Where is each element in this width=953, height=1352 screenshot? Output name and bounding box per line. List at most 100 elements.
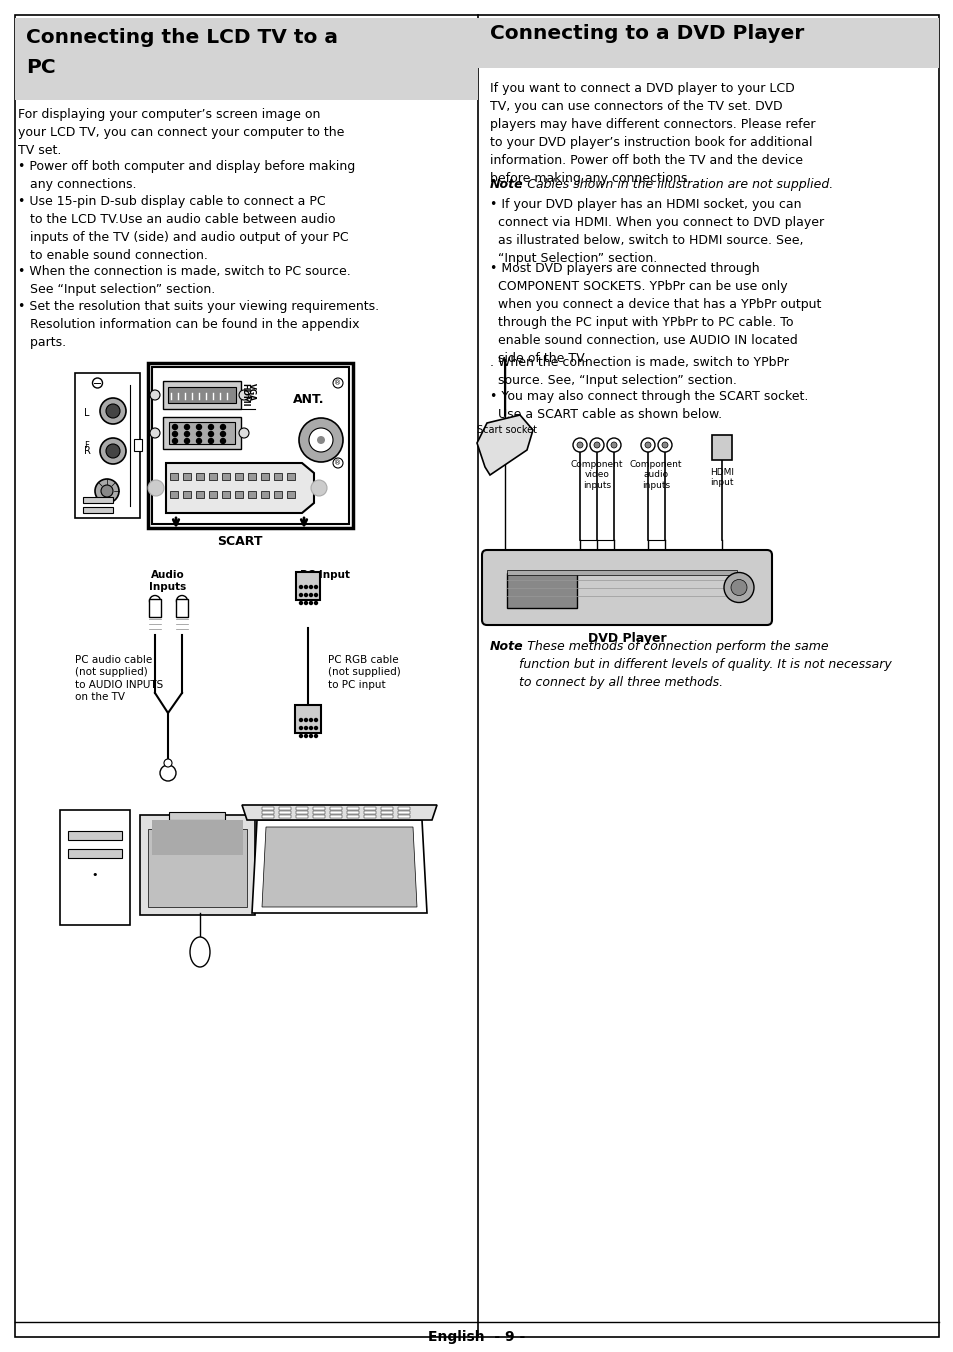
- Text: PC: PC: [26, 58, 55, 77]
- Text: Component
video
inputs: Component video inputs: [570, 460, 622, 489]
- Circle shape: [239, 429, 249, 438]
- Text: HDMI: HDMI: [240, 383, 250, 407]
- Circle shape: [209, 425, 213, 430]
- Bar: [397, 815, 410, 818]
- Bar: [149, 599, 161, 617]
- Bar: [195, 473, 204, 480]
- Circle shape: [304, 585, 307, 588]
- Text: PC Input: PC Input: [299, 571, 350, 580]
- Bar: [234, 491, 243, 498]
- Circle shape: [209, 438, 213, 443]
- Circle shape: [316, 435, 325, 443]
- Bar: [397, 807, 410, 810]
- Bar: [380, 815, 393, 818]
- Bar: [330, 807, 341, 810]
- Bar: [175, 599, 188, 617]
- Circle shape: [299, 585, 302, 588]
- Bar: [380, 811, 393, 814]
- Text: . When the connection is made, switch to YPbPr
  source. See, “Input selection” : . When the connection is made, switch to…: [490, 356, 788, 387]
- Text: Connecting to a DVD Player: Connecting to a DVD Player: [490, 24, 803, 43]
- Circle shape: [172, 438, 177, 443]
- Text: • You may also connect through the SCART socket.
  Use a SCART cable as shown be: • You may also connect through the SCART…: [490, 389, 807, 420]
- Ellipse shape: [190, 937, 210, 967]
- Circle shape: [314, 734, 317, 737]
- Circle shape: [106, 443, 120, 458]
- Bar: [294, 704, 320, 733]
- Text: L: L: [84, 408, 90, 418]
- Text: Audio
Inputs: Audio Inputs: [150, 571, 187, 592]
- Circle shape: [299, 602, 302, 604]
- Bar: [75, 373, 140, 518]
- Circle shape: [209, 431, 213, 437]
- Bar: [169, 813, 225, 821]
- Circle shape: [95, 479, 119, 503]
- Bar: [183, 473, 191, 480]
- Circle shape: [314, 594, 317, 596]
- Bar: [347, 811, 358, 814]
- Polygon shape: [166, 462, 314, 512]
- Circle shape: [644, 442, 650, 448]
- Bar: [711, 435, 731, 460]
- Bar: [278, 811, 291, 814]
- Bar: [15, 18, 477, 100]
- Text: ANT.: ANT.: [293, 393, 324, 406]
- Text: F: F: [85, 441, 90, 449]
- Circle shape: [309, 429, 333, 452]
- Circle shape: [309, 602, 313, 604]
- Circle shape: [150, 389, 160, 400]
- Bar: [168, 387, 235, 403]
- Bar: [287, 473, 294, 480]
- Circle shape: [314, 726, 317, 730]
- Circle shape: [723, 572, 753, 603]
- Bar: [295, 815, 308, 818]
- Bar: [189, 815, 205, 827]
- Bar: [330, 815, 341, 818]
- Bar: [163, 381, 241, 410]
- Text: If you want to connect a DVD player to your LCD
TV, you can use connectors of th: If you want to connect a DVD player to y…: [490, 82, 815, 185]
- Text: : These methods of connection perform the same
function but in different levels : : These methods of connection perform th…: [518, 639, 891, 690]
- Bar: [222, 491, 230, 498]
- Circle shape: [196, 425, 201, 430]
- Circle shape: [309, 585, 313, 588]
- Text: R: R: [84, 446, 91, 456]
- Circle shape: [184, 425, 190, 430]
- Text: : Cables shown in the illustration are not supplied.: : Cables shown in the illustration are n…: [518, 178, 832, 191]
- Bar: [278, 807, 291, 810]
- Circle shape: [309, 726, 313, 730]
- Circle shape: [730, 580, 746, 595]
- Bar: [262, 807, 274, 810]
- Circle shape: [640, 438, 655, 452]
- Text: DVD Player: DVD Player: [587, 631, 665, 645]
- Circle shape: [100, 438, 126, 464]
- Circle shape: [304, 734, 307, 737]
- Bar: [60, 810, 130, 925]
- Text: HDMI
input: HDMI input: [709, 468, 733, 488]
- Circle shape: [577, 442, 582, 448]
- Circle shape: [573, 438, 586, 452]
- Bar: [83, 507, 112, 512]
- Bar: [83, 498, 112, 503]
- Text: Note: Note: [490, 178, 523, 191]
- Circle shape: [184, 431, 190, 437]
- Circle shape: [239, 389, 249, 400]
- Circle shape: [150, 595, 160, 607]
- Bar: [68, 831, 122, 840]
- Bar: [152, 366, 349, 525]
- Text: English  - 9 -: English - 9 -: [428, 1330, 525, 1344]
- Circle shape: [172, 425, 177, 430]
- Text: • When the connection is made, switch to PC source.
   See “Input selection” sec: • When the connection is made, switch to…: [18, 265, 351, 296]
- Bar: [397, 811, 410, 814]
- Circle shape: [92, 379, 102, 388]
- Bar: [152, 821, 243, 854]
- Circle shape: [311, 480, 327, 496]
- Bar: [477, 18, 938, 68]
- Bar: [274, 473, 282, 480]
- Bar: [133, 439, 142, 452]
- Text: VGA: VGA: [246, 383, 255, 402]
- Circle shape: [184, 438, 190, 443]
- Bar: [163, 416, 241, 449]
- Bar: [364, 807, 375, 810]
- Bar: [170, 473, 178, 480]
- Circle shape: [101, 485, 112, 498]
- Bar: [278, 815, 291, 818]
